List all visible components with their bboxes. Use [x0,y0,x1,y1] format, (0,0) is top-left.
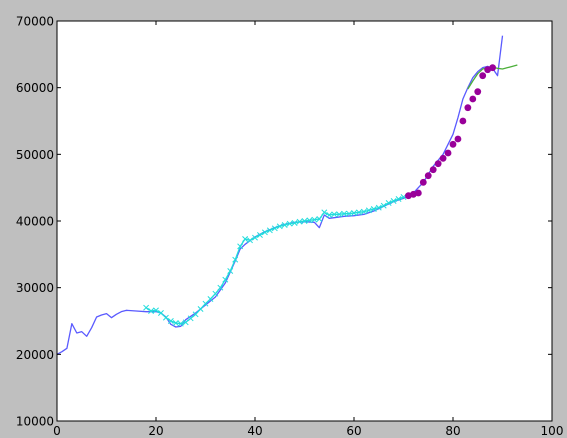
series-1-marker-30 [291,220,298,226]
series-1-marker-20 [242,236,249,242]
y-tick-label-3: 40000 [16,215,54,229]
series-1-marker-23 [256,232,263,238]
series-1-marker-45 [365,207,372,214]
series-1-marker-4 [162,314,169,321]
x-tick-label-4: 80 [445,424,460,438]
series-1-marker-13 [207,296,214,302]
series-3-point-14 [474,88,482,96]
y-tick-label-5: 60000 [16,81,54,95]
series-1-marker-48 [380,202,387,209]
series-1-marker-26 [271,225,278,232]
series-1-marker-8 [182,319,189,326]
series-1-marker-3 [157,310,164,316]
series-layer [56,35,518,355]
series-1-marker-27 [276,223,283,230]
series-3-point-10 [454,135,462,143]
series-1-marker-9 [187,315,194,322]
series-1-marker-5 [167,318,174,324]
series-1-marker-17 [227,268,234,274]
series-1-marker-18 [232,256,239,263]
series-3 [405,64,496,200]
series-1-marker-25 [266,227,273,234]
series-1-marker-15 [217,284,224,291]
series-1-marker-10 [192,311,199,318]
series-1-marker-33 [306,217,313,224]
series-1-marker-51 [395,196,402,202]
series-3-point-5 [429,166,437,174]
series-3-point-9 [449,140,457,148]
series-3-point-15 [479,72,487,80]
series-1-marker-29 [286,220,293,227]
series-1-marker-12 [202,300,209,307]
series-3-point-13 [469,95,477,103]
x-tick-label-5: 100 [541,424,564,438]
series-1-marker-47 [375,204,382,211]
series-1-marker-41 [346,210,353,217]
series-1-marker-7 [177,320,184,327]
tick-labels-layer: 0 20 40 60 80 100 10000 20000 30000 40000 50000 600… [16,15,564,438]
series-1-marker-40 [341,210,348,217]
series-1-marker-19 [237,243,244,250]
series-1-marker-32 [301,218,308,224]
series-1-marker-24 [261,229,268,236]
series-1-marker-2 [153,307,159,314]
y-tick-label-1: 20000 [16,348,54,362]
x-tick-label-1: 20 [148,424,163,438]
series-1-marker-14 [212,290,219,297]
series-1-marker-37 [326,212,333,218]
series-1-marker-1 [148,308,155,314]
x-tick-label-0: 0 [53,424,61,438]
series-1-marker-28 [281,222,288,228]
series-1-marker-42 [351,210,357,216]
series-3-point-2 [414,189,422,197]
series-1 [143,194,407,327]
y-tick-label-6: 70000 [16,15,54,29]
x-tick-label-2: 40 [247,424,262,438]
y-tick-label-2: 30000 [16,281,54,295]
series-3-point-6 [434,160,442,168]
series-1-marker-34 [311,216,318,223]
series-1-marker-31 [296,218,303,225]
y-tick-label-0: 10000 [16,415,54,429]
series-1-marker-16 [222,276,229,283]
series-1-marker-11 [197,306,204,312]
x-tick-label-3: 60 [346,424,361,438]
series-1-marker-6 [172,320,179,326]
series-1-marker-43 [355,209,362,216]
series-1-marker-49 [385,200,392,206]
series-1-marker-36 [321,209,328,216]
series-1-marker-38 [331,211,338,218]
series-1-marker-46 [370,206,377,212]
series-1-marker-39 [336,211,343,218]
ticks-layer [56,20,553,422]
series-1-marker-50 [390,198,397,204]
series-1-marker-21 [247,237,254,244]
series-1-marker-44 [360,208,367,215]
series-3-point-8 [444,149,452,157]
series-1-marker-0 [143,304,150,311]
series-1-marker-35 [316,216,323,222]
series-1-marker-22 [252,234,258,241]
series-3-point-4 [424,172,432,180]
series-3-point-7 [439,154,447,162]
series-3-point-12 [464,104,472,112]
series-3-point-11 [459,117,467,125]
y-tick-label-4: 50000 [16,148,54,162]
series-3-point-17 [489,64,496,72]
series-3-point-3 [419,178,427,186]
